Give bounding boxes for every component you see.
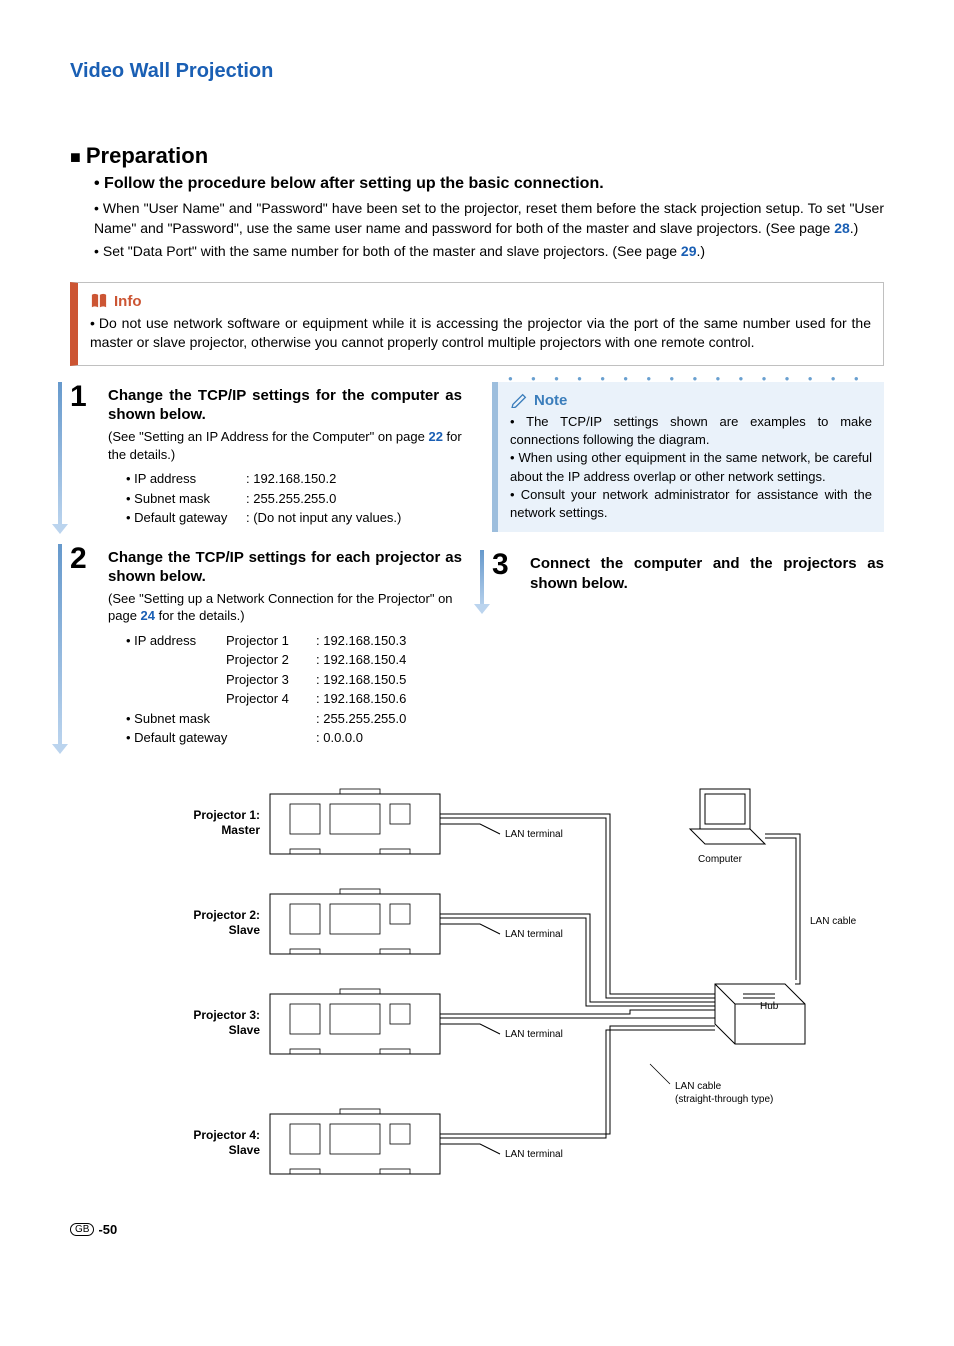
prep-b1-b: .) [850,220,859,236]
s2-p2: Projector 2 [226,650,316,670]
d-proj2-role: Slave [229,923,261,937]
prep-b1-a: When "User Name" and "Password" have bee… [94,200,884,236]
book-icon [90,293,108,309]
note-box: ● ● ● ● ● ● ● ● ● ● ● ● ● ● ● ● ● ● ● ● … [492,382,884,532]
step-arrow-3 [474,604,490,614]
page-ref-28[interactable]: 28 [834,220,850,236]
d-lan3: LAN terminal [505,1029,563,1040]
prep-b2-b: .) [697,243,706,259]
prep-b2-a: Set "Data Port" with the same number for… [103,243,681,259]
s1-gw-label: Default gateway [126,508,246,528]
page-footer: GB -50 [70,1222,884,1237]
note-l3: Consult your network administrator for a… [510,486,872,522]
s1-mask-label: Subnet mask [126,489,246,509]
step2-settings: IP addressProjector 1: 192.168.150.3 Pro… [108,631,462,748]
page-ref-22[interactable]: 22 [428,429,442,444]
d-proj1: Projector 1: [193,808,260,822]
step-num-1: 1 [70,382,98,412]
step-bar-3 [480,550,484,610]
d-proj2: Projector 2: [193,908,260,922]
info-label: Info [114,293,142,310]
preparation-heading: Preparation [70,143,884,169]
prep-bullet-2: •Set "Data Port" with the same number fo… [94,242,884,262]
step-num-2: 2 [70,544,98,574]
s1-ip-label: IP address [126,469,246,489]
s2-p4v: : 192.168.150.6 [316,689,406,709]
d-lan2: LAN terminal [505,929,563,940]
s2-p3: Projector 3 [226,670,316,690]
s2-p1v: : 192.168.150.3 [316,631,406,651]
note-title: Note [510,392,872,409]
s2-gw-label: Default gateway [126,728,266,748]
info-text: •Do not use network software or equipmen… [90,314,871,353]
s1-ip-val: : 192.168.150.2 [246,469,336,489]
prep-bullet-1: •When "User Name" and "Password" have be… [94,199,884,238]
d-lancable2a: LAN cable [675,1081,722,1092]
step-arrow-2 [52,744,68,754]
d-lan4: LAN terminal [505,1149,563,1160]
step-num-3: 3 [492,550,520,580]
step3-title: Connect the computer and the projectors … [530,554,884,593]
page-number: -50 [98,1222,117,1237]
d-proj4: Projector 4: [193,1128,260,1142]
s2-p4: Projector 4 [226,689,316,709]
page-ref-24[interactable]: 24 [141,608,155,623]
step-arrow-1 [52,524,68,534]
step1-sub: (See "Setting an IP Address for the Comp… [108,428,462,463]
note-l2: When using other equipment in the same n… [510,449,872,485]
page-title: Video Wall Projection [70,60,884,83]
note-dots-decoration: ● ● ● ● ● ● ● ● ● ● ● ● ● ● ● ● ● ● ● ● … [508,374,874,383]
step1-title: Change the TCP/IP settings for the compu… [108,386,462,425]
d-proj3-role: Slave [229,1023,261,1037]
s2-p3v: : 192.168.150.5 [316,670,406,690]
d-lancable: LAN cable [810,916,857,927]
step-bar-2 [58,544,62,748]
step1-sub-a: (See "Setting an IP Address for the Comp… [108,429,428,444]
d-proj1-role: Master [221,823,260,837]
note-list: The TCP/IP settings shown are examples t… [510,413,872,522]
gb-badge: GB [70,1223,94,1236]
step-3: 3 Connect the computer and the projector… [492,550,884,596]
d-lancable2b: (straight-through type) [675,1094,773,1105]
note-label: Note [534,392,567,409]
d-lan1: LAN terminal [505,829,563,840]
d-proj4-role: Slave [229,1143,261,1157]
d-computer: Computer [698,854,743,865]
page-ref-29[interactable]: 29 [681,243,697,259]
step-2: 2 Change the TCP/IP settings for each pr… [70,544,462,748]
d-hub: Hub [760,1001,779,1012]
info-title: Info [90,293,871,310]
s2-gw-val: : 0.0.0.0 [316,728,363,748]
s1-gw-val: : (Do not input any values.) [246,508,401,528]
info-body: Do not use network software or equipment… [90,315,871,351]
note-l1: The TCP/IP settings shown are examples t… [510,413,872,449]
s2-mask-val: : 255.255.255.0 [316,709,406,729]
s2-p2v: : 192.168.150.4 [316,650,406,670]
step-1: 1 Change the TCP/IP settings for the com… [70,382,462,528]
info-box: Info •Do not use network software or equ… [70,282,884,366]
follow-procedure-text: Follow the procedure below after setting… [94,175,884,193]
step2-sub: (See "Setting up a Network Connection fo… [108,590,462,625]
step-bar-1 [58,382,62,528]
d-proj3: Projector 3: [193,1008,260,1022]
s2-ip-label: IP address [126,631,226,651]
s2-p1: Projector 1 [226,631,316,651]
step2-sub-b: for the details.) [155,608,245,623]
s2-mask-label: Subnet mask [126,709,266,729]
pencil-icon [510,392,530,408]
step1-settings: IP address: 192.168.150.2 Subnet mask: 2… [126,469,462,528]
step2-title: Change the TCP/IP settings for each proj… [108,548,462,587]
s1-mask-val: : 255.255.255.0 [246,489,336,509]
connection-diagram: Projector 1: Master Projector 2: Slave P… [130,784,884,1214]
